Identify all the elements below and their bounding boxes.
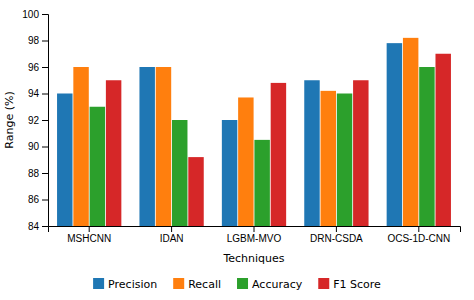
tick-label: 100 xyxy=(22,9,39,20)
bar xyxy=(188,157,203,226)
tick-mark xyxy=(336,226,337,232)
bar xyxy=(57,94,72,227)
bar-series xyxy=(73,38,418,226)
legend-label: Recall xyxy=(188,278,221,291)
legend-label: Precision xyxy=(108,278,157,291)
bar xyxy=(321,91,336,226)
bar xyxy=(73,67,88,226)
plot: 84 86 88 90 92 94 96 98 100 MSHCNN IDAN LGBM-MVO DRN… xyxy=(22,9,460,300)
tick-mark xyxy=(42,200,48,201)
tick-mark xyxy=(42,14,48,15)
legend-item: F1 Score xyxy=(318,278,381,291)
tick: 90 xyxy=(28,141,48,152)
tick: DRN-CSDA xyxy=(310,226,363,244)
bar xyxy=(419,67,434,226)
bar xyxy=(304,80,319,226)
bar xyxy=(387,43,402,226)
tick-mark xyxy=(42,94,48,95)
legend-item: Accuracy xyxy=(237,278,303,291)
bar xyxy=(90,107,105,226)
bar xyxy=(172,120,187,226)
x-axis-title: Techniques xyxy=(222,252,284,265)
legend-swatch xyxy=(173,278,184,289)
bar xyxy=(222,120,237,226)
tick-mark xyxy=(418,226,419,232)
bar xyxy=(353,80,368,226)
bar xyxy=(271,83,286,226)
tick-label: MSHCNN xyxy=(67,233,111,244)
bar-series xyxy=(57,43,402,226)
tick-label: 90 xyxy=(28,141,40,152)
tick: MSHCNN xyxy=(67,226,111,244)
tick-mark xyxy=(89,226,90,232)
tick-label: 84 xyxy=(28,221,40,232)
y-axis: 84 86 88 90 92 94 96 98 100 xyxy=(22,9,48,232)
bar xyxy=(337,94,352,227)
tick-mark xyxy=(42,147,48,148)
tick: 100 xyxy=(22,9,48,20)
tick-mark xyxy=(254,226,255,232)
tick-mark xyxy=(42,67,48,68)
axis-line xyxy=(49,227,461,233)
bar xyxy=(156,67,171,226)
tick: 98 xyxy=(28,35,48,46)
tick-label: DRN-CSDA xyxy=(310,233,363,244)
y-axis-title: Range (%) xyxy=(3,91,16,148)
tick-mark xyxy=(42,41,48,42)
legend-item: Recall xyxy=(173,278,221,291)
bar xyxy=(106,80,121,226)
bar xyxy=(403,38,418,226)
legend-swatch xyxy=(93,278,104,289)
bars xyxy=(57,38,451,226)
bar xyxy=(238,97,253,226)
legend-swatch xyxy=(318,278,329,289)
tick-mark xyxy=(42,226,48,227)
tick-label: 96 xyxy=(28,62,40,73)
tick-mark xyxy=(42,173,48,174)
tick-label: IDAN xyxy=(160,233,184,244)
legend-label: F1 Score xyxy=(333,278,381,291)
legend-item: Precision xyxy=(93,278,157,291)
tick: 94 xyxy=(28,88,48,99)
tick: 88 xyxy=(28,168,48,179)
tick-label: 94 xyxy=(28,88,40,99)
tick: 86 xyxy=(28,194,48,205)
axis-line xyxy=(42,15,49,227)
tick: OCS-1D-CNN xyxy=(387,226,450,244)
chart: 84 86 88 90 92 94 96 98 100 MSHCNN IDAN LGBM-MVO DRN… xyxy=(0,0,474,300)
tick-mark xyxy=(171,226,172,232)
tick: 92 xyxy=(28,115,48,126)
x-axis: MSHCNN IDAN LGBM-MVO DRN-CSDA OCS-1D-CNN xyxy=(49,226,461,244)
tick-label: 88 xyxy=(28,168,40,179)
tick: LGBM-MVO xyxy=(227,226,282,244)
legend-label: Accuracy xyxy=(252,278,303,291)
legend-swatch xyxy=(237,278,248,289)
tick-mark xyxy=(42,120,48,121)
bar xyxy=(254,140,269,226)
tick-label: OCS-1D-CNN xyxy=(387,233,450,244)
tick-label: 86 xyxy=(28,194,40,205)
bar xyxy=(139,67,154,226)
tick: 84 xyxy=(28,221,48,232)
tick-label: 92 xyxy=(28,115,40,126)
bar-series xyxy=(90,67,435,226)
legend: Precision Recall Accuracy F1 Score xyxy=(93,278,381,291)
bar-series xyxy=(106,54,451,226)
tick: 96 xyxy=(28,62,48,73)
tick-label: 98 xyxy=(28,35,40,46)
tick-label: LGBM-MVO xyxy=(227,233,282,244)
tick: IDAN xyxy=(160,226,184,244)
bar xyxy=(435,54,450,226)
